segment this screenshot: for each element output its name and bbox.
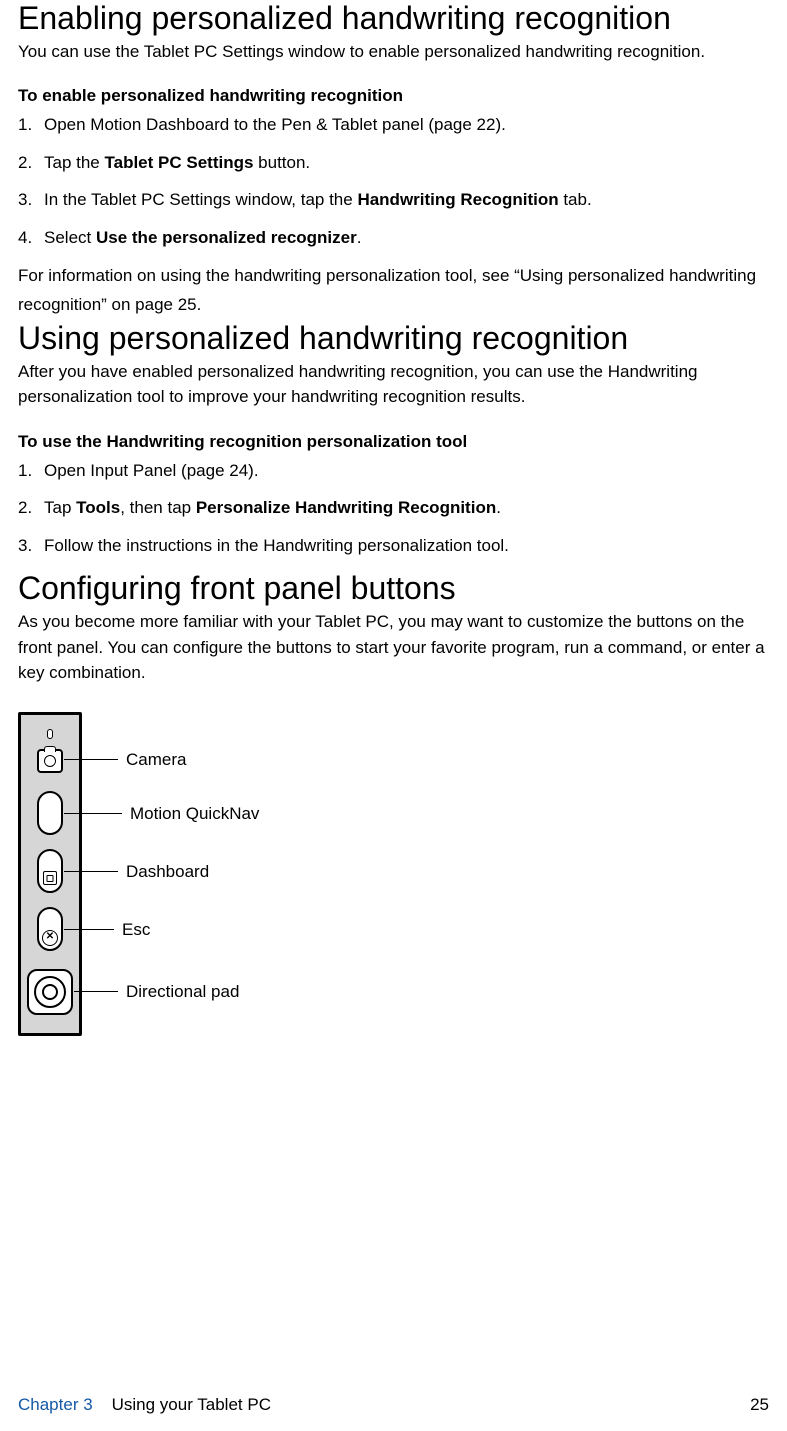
led-icon: [47, 729, 53, 739]
leader-camera: Camera: [64, 750, 186, 770]
footer-chapter: Chapter 3: [18, 1395, 93, 1414]
ustep-1-text: Open Input Panel (page 24).: [44, 461, 259, 480]
ustep-2-e: .: [496, 498, 501, 517]
ustep-2-a: Tap: [44, 498, 76, 517]
ustep-1: 1.Open Input Panel (page 24).: [18, 458, 769, 484]
label-quicknav: Motion QuickNav: [130, 804, 259, 824]
step-3-bold: Handwriting Recognition: [357, 190, 558, 209]
heading-using: Using personalized handwriting recogniti…: [18, 320, 769, 357]
subhead-using: To use the Handwriting recognition perso…: [18, 432, 769, 452]
ustep-2-b1: Tools: [76, 498, 120, 517]
step-3: 3.In the Tablet PC Settings window, tap …: [18, 187, 769, 213]
steps-enable: 1.Open Motion Dashboard to the Pen & Tab…: [18, 112, 769, 250]
step-2: 2.Tap the Tablet PC Settings button.: [18, 150, 769, 176]
front-panel-diagram: Camera Motion QuickNav Dashboard Esc Dir…: [18, 712, 769, 1036]
dashboard-button-icon: [37, 849, 63, 893]
leader-esc: Esc: [64, 920, 150, 940]
leader-line-icon: [64, 929, 114, 931]
step-1: 1.Open Motion Dashboard to the Pen & Tab…: [18, 112, 769, 138]
step-2-a: Tap the: [44, 153, 105, 172]
directional-pad-icon: [27, 969, 73, 1015]
label-dpad: Directional pad: [126, 982, 239, 1002]
heading-enabling: Enabling personalized handwriting recogn…: [18, 0, 769, 37]
subhead-enable: To enable personalized handwriting recog…: [18, 86, 769, 106]
leader-dpad: Directional pad: [74, 982, 239, 1002]
leader-line-icon: [74, 991, 118, 993]
esc-button-icon: [37, 907, 63, 951]
label-camera: Camera: [126, 750, 186, 770]
label-dashboard: Dashboard: [126, 862, 209, 882]
step-2-bold: Tablet PC Settings: [105, 153, 254, 172]
label-esc: Esc: [122, 920, 150, 940]
step-2-c: button.: [253, 153, 310, 172]
step-3-c: tab.: [559, 190, 592, 209]
step-4-a: Select: [44, 228, 96, 247]
footer-title: Using your Tablet PC: [112, 1395, 271, 1414]
step-4-c: .: [357, 228, 362, 247]
leader-line-icon: [64, 813, 122, 815]
ustep-3: 3.Follow the instructions in the Handwri…: [18, 533, 769, 559]
step-1-text: Open Motion Dashboard to the Pen & Table…: [44, 115, 506, 134]
intro-enabling: You can use the Tablet PC Settings windo…: [18, 39, 769, 65]
ustep-2-b2: Personalize Handwriting Recognition: [196, 498, 496, 517]
intro-configuring: As you become more familiar with your Ta…: [18, 609, 769, 686]
leader-quicknav: Motion QuickNav: [64, 804, 259, 824]
step-4: 4.Select Use the personalized recognizer…: [18, 225, 769, 251]
footer-page-number: 25: [750, 1395, 769, 1415]
step-4-bold: Use the personalized recognizer: [96, 228, 357, 247]
ustep-2: 2.Tap Tools, then tap Personalize Handwr…: [18, 495, 769, 521]
footer-left: Chapter 3 Using your Tablet PC: [18, 1395, 271, 1415]
leader-line-icon: [64, 871, 118, 873]
ustep-2-c: , then tap: [120, 498, 196, 517]
steps-using: 1.Open Input Panel (page 24). 2.Tap Tool…: [18, 458, 769, 559]
step-3-a: In the Tablet PC Settings window, tap th…: [44, 190, 357, 209]
crossref-enabling: For information on using the handwriting…: [18, 262, 769, 320]
heading-configuring: Configuring front panel buttons: [18, 570, 769, 607]
leader-line-icon: [64, 759, 118, 761]
leader-lines: Camera Motion QuickNav Dashboard Esc Dir…: [82, 712, 482, 1036]
page-footer: Chapter 3 Using your Tablet PC 25: [18, 1395, 769, 1415]
ustep-3-text: Follow the instructions in the Handwriti…: [44, 536, 509, 555]
camera-button-icon: [37, 749, 63, 773]
intro-using: After you have enabled personalized hand…: [18, 359, 769, 410]
leader-dashboard: Dashboard: [64, 862, 209, 882]
quicknav-button-icon: [37, 791, 63, 835]
